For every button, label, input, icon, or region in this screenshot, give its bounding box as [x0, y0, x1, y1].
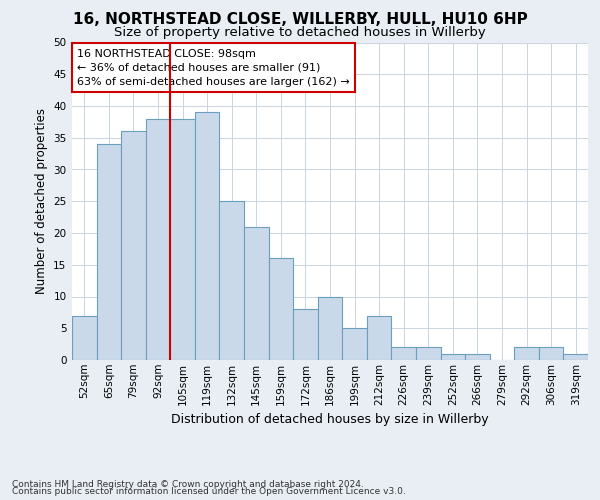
Text: 16 NORTHSTEAD CLOSE: 98sqm
← 36% of detached houses are smaller (91)
63% of semi: 16 NORTHSTEAD CLOSE: 98sqm ← 36% of deta… [77, 49, 350, 87]
Y-axis label: Number of detached properties: Number of detached properties [35, 108, 47, 294]
Bar [514, 348, 539, 360]
Bar [146, 118, 170, 360]
Bar [391, 348, 416, 360]
Bar [293, 309, 318, 360]
Bar [97, 144, 121, 360]
Bar [244, 226, 269, 360]
Bar [195, 112, 220, 360]
Bar [563, 354, 588, 360]
Text: Size of property relative to detached houses in Willerby: Size of property relative to detached ho… [114, 26, 486, 39]
Bar [440, 354, 465, 360]
X-axis label: Distribution of detached houses by size in Willerby: Distribution of detached houses by size … [171, 413, 489, 426]
Bar [342, 328, 367, 360]
Bar [416, 348, 440, 360]
Text: Contains HM Land Registry data © Crown copyright and database right 2024.: Contains HM Land Registry data © Crown c… [12, 480, 364, 489]
Bar [220, 201, 244, 360]
Text: Contains public sector information licensed under the Open Government Licence v3: Contains public sector information licen… [12, 487, 406, 496]
Bar [170, 118, 195, 360]
Bar [465, 354, 490, 360]
Bar [269, 258, 293, 360]
Text: 16, NORTHSTEAD CLOSE, WILLERBY, HULL, HU10 6HP: 16, NORTHSTEAD CLOSE, WILLERBY, HULL, HU… [73, 12, 527, 28]
Bar [367, 316, 391, 360]
Bar [318, 296, 342, 360]
Bar [72, 316, 97, 360]
Bar [539, 348, 563, 360]
Bar [121, 132, 146, 360]
